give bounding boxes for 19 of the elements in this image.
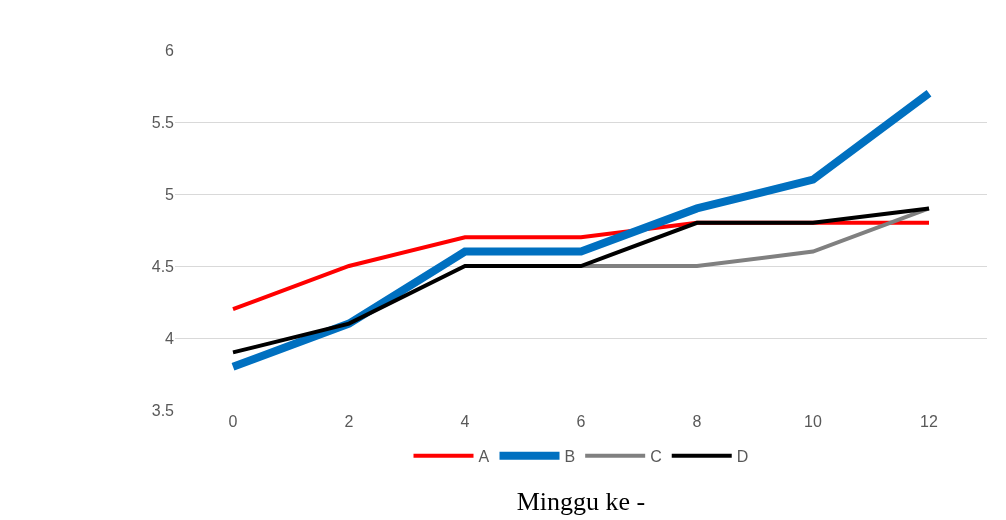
y-tick-label: 5.5 bbox=[151, 113, 175, 131]
x-tick-label: 12 bbox=[920, 413, 938, 430]
x-tick-label: 0 bbox=[228, 413, 238, 430]
x-tick-label: 4 bbox=[460, 413, 470, 430]
legend-label: A bbox=[478, 447, 490, 465]
legend-label: B bbox=[564, 447, 576, 465]
y-tick-label: 5 bbox=[165, 185, 175, 203]
y-tick-label: 4 bbox=[165, 329, 175, 347]
legend-label: C bbox=[650, 447, 662, 465]
x-axis-title: Minggu ke - bbox=[516, 486, 646, 516]
line-series bbox=[231, 206, 931, 355]
x-tick-label: 10 bbox=[804, 413, 822, 430]
y-tick-label: 4.5 bbox=[151, 257, 175, 275]
x-tick-label: 6 bbox=[576, 413, 586, 430]
legend-label: D bbox=[736, 447, 749, 465]
y-tick-label: 3.5 bbox=[151, 401, 175, 419]
y-tick-label: 6 bbox=[165, 41, 175, 59]
x-tick-label: 2 bbox=[344, 413, 354, 430]
x-tick-label: 8 bbox=[692, 413, 702, 430]
